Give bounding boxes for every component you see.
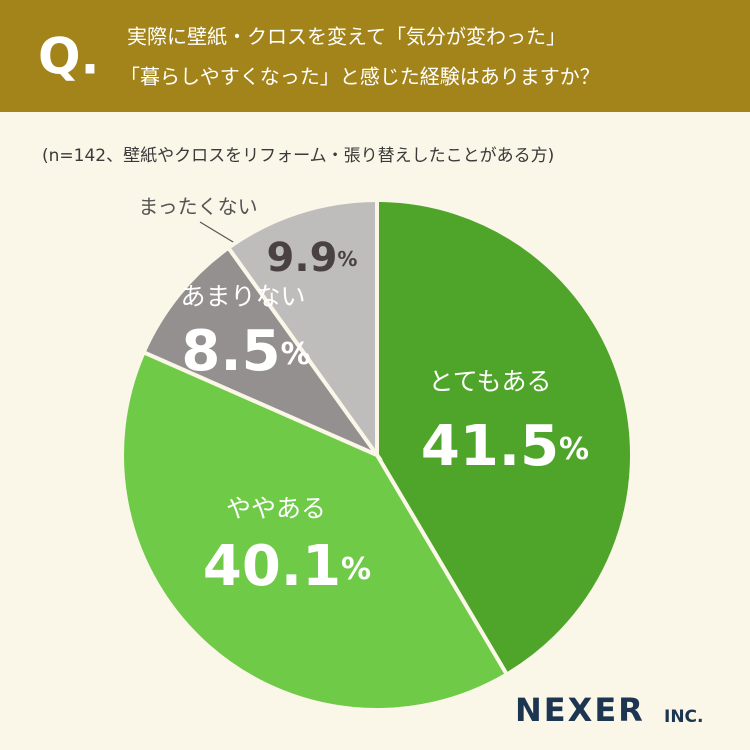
category-label: あまりない (180, 282, 305, 311)
value-label: 9.9% (267, 235, 358, 281)
value-label: 41.5% (421, 414, 589, 479)
value-label: 40.1% (203, 534, 371, 599)
value-label: 8.5% (181, 319, 310, 384)
brand: NEXER (515, 691, 645, 729)
pie-slice (375, 197, 634, 678)
question-mark: Q. (38, 28, 100, 86)
pie-slice (120, 349, 510, 712)
pie-slice (140, 244, 383, 460)
header-band (0, 0, 750, 112)
subtitle: (n=142、壁紙やクロスをリフォーム・張り替えしたことがある方) (42, 146, 554, 166)
category-label: ややある (226, 494, 326, 523)
pie-slice (225, 197, 379, 462)
title-line: 実際に壁紙・クロスを変えて「気分が変わった」 (127, 25, 566, 49)
category-label: とてもある (428, 367, 551, 396)
brand-suffix: INC. (664, 707, 704, 727)
title-line: 「暮らしやすくなった」と感じた経験はありますか？ (120, 65, 600, 89)
category-label: まったくない (138, 195, 257, 219)
